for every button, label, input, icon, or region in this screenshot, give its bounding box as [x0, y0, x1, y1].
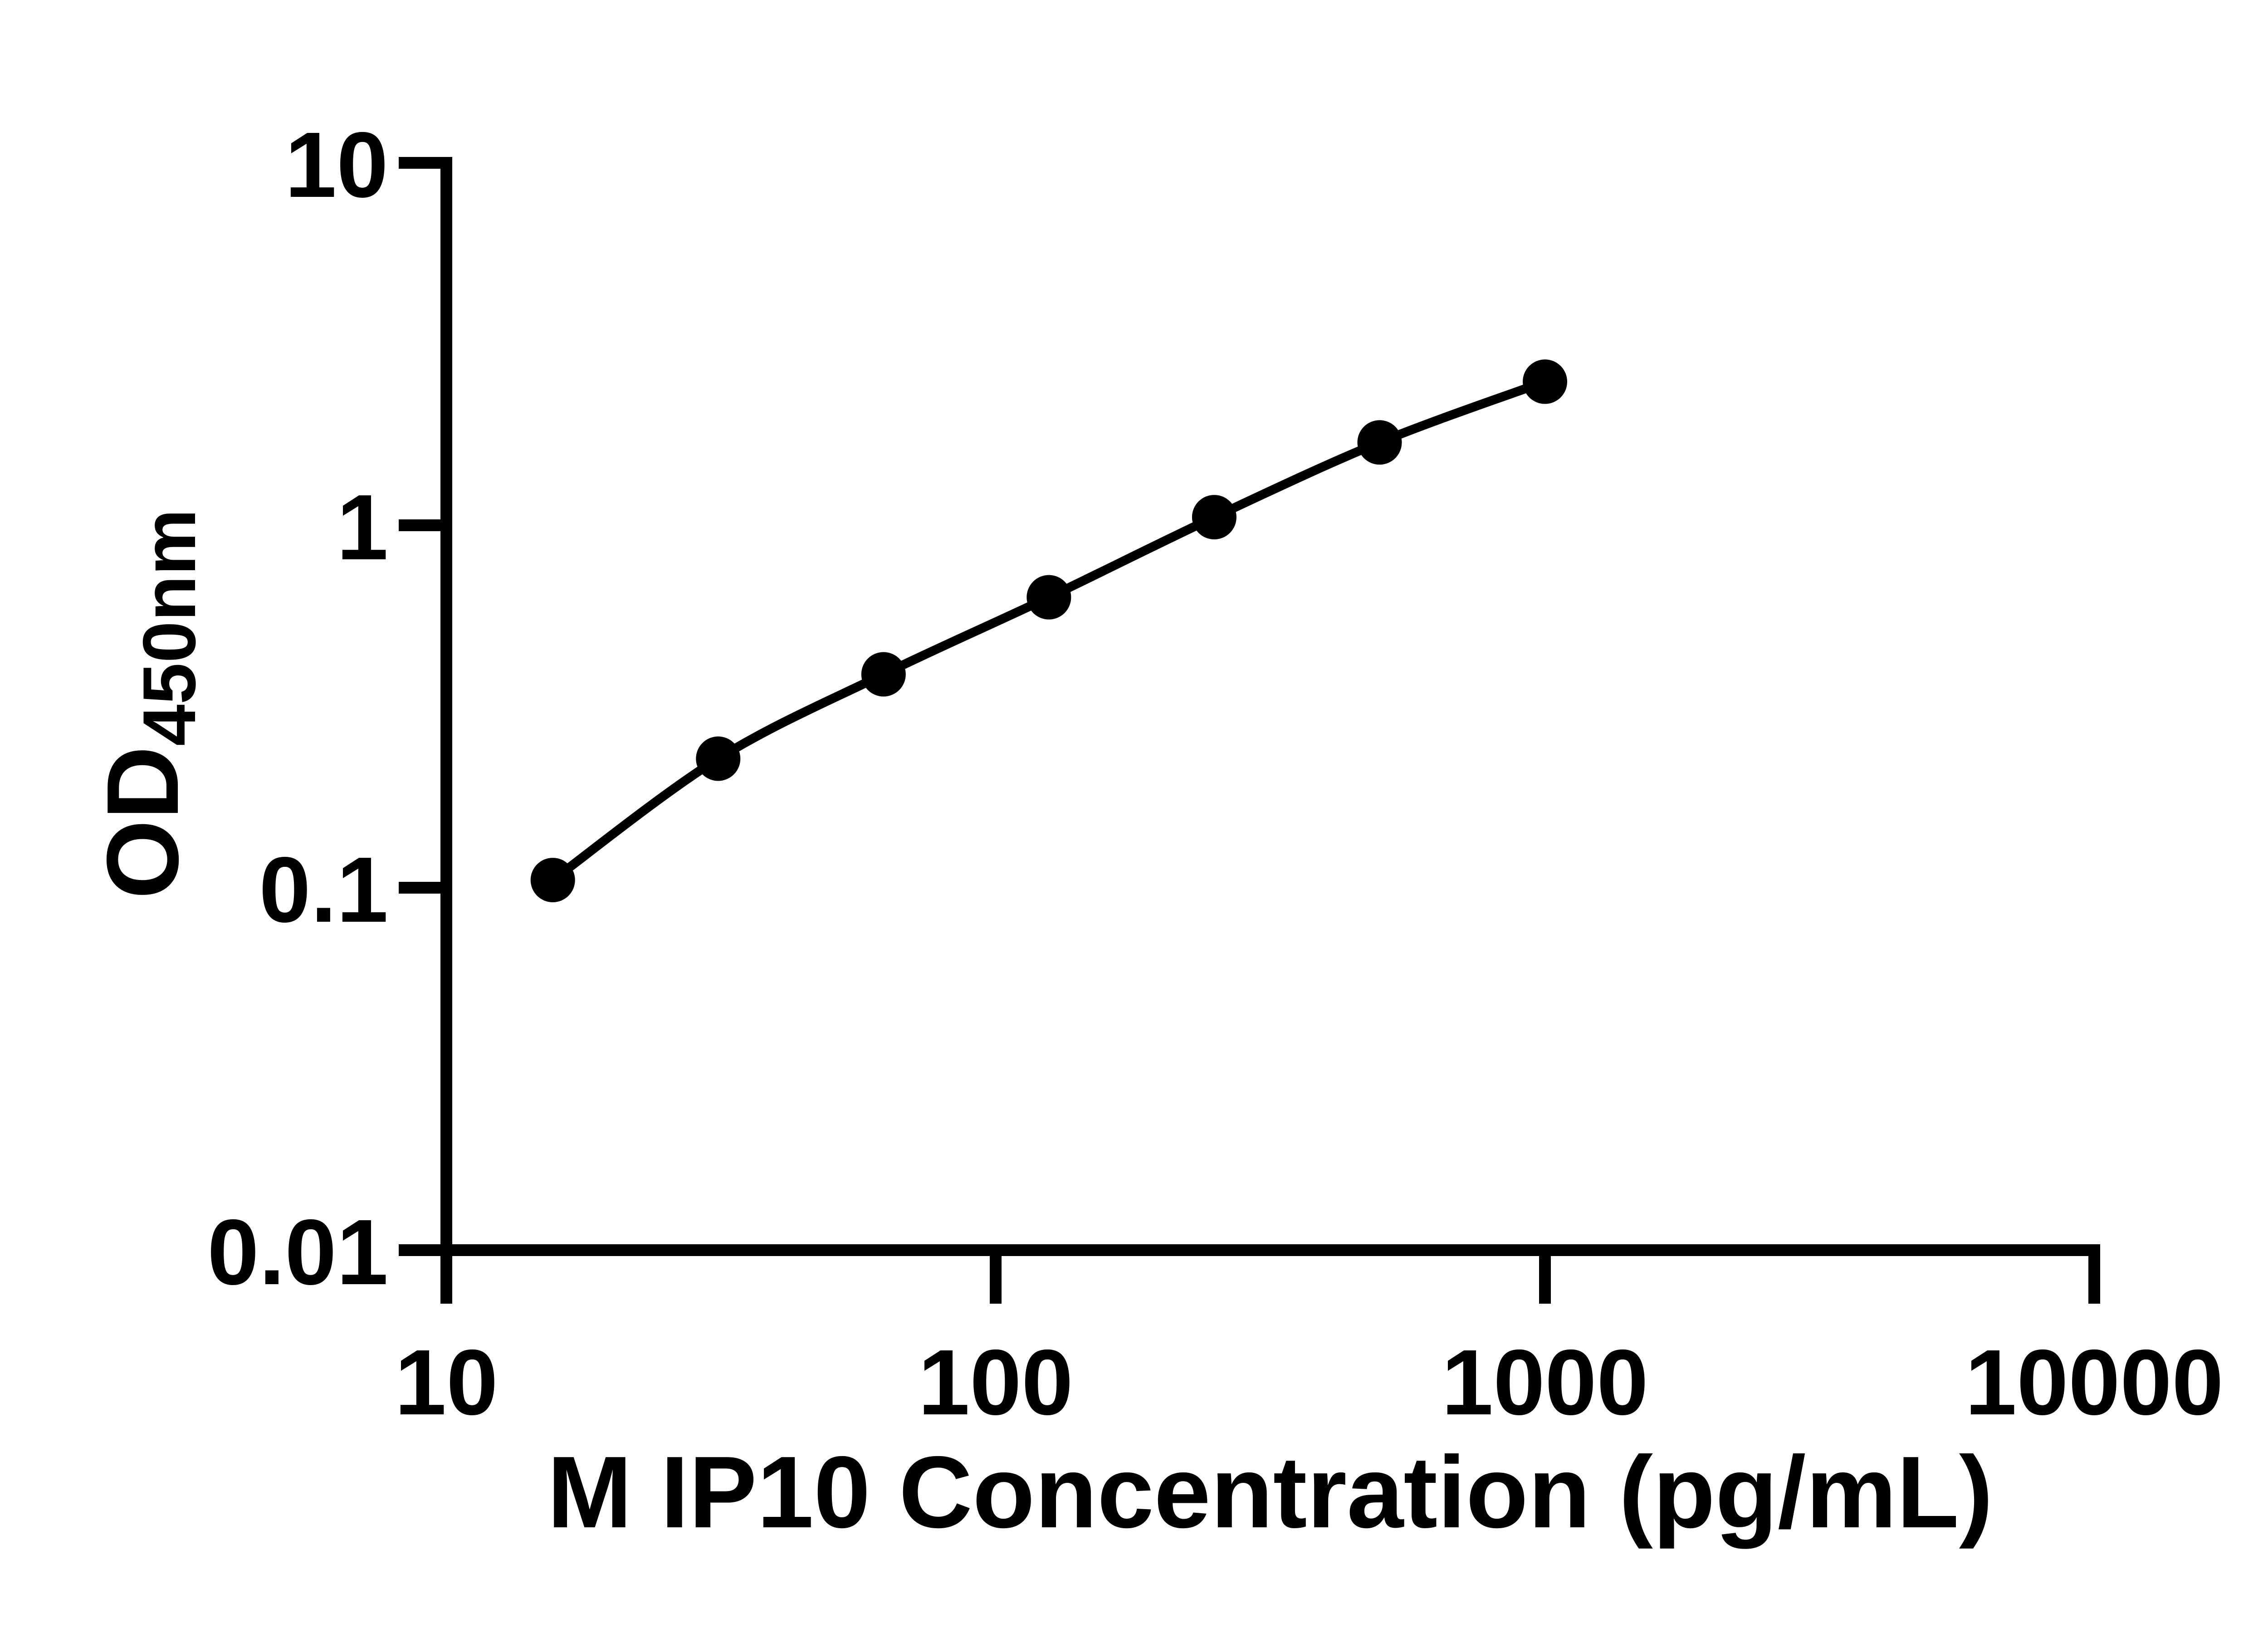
- x-axis-ticks: [440, 1250, 2100, 1304]
- y-tick: [399, 882, 446, 894]
- y-axis-title: OD450nm: [85, 509, 211, 899]
- y-tick: [399, 157, 446, 169]
- y-axis-line: [440, 157, 452, 1256]
- y-axis-tick-labels: 10 1 0.1 0.01: [207, 113, 388, 1304]
- x-tick-label: 1000: [1442, 1330, 1648, 1434]
- y-tick-label: 0.01: [207, 1200, 388, 1304]
- data-point: [1523, 359, 1567, 404]
- y-tick: [399, 519, 446, 531]
- data-point: [1026, 575, 1071, 620]
- y-tick-label: 10: [285, 113, 388, 217]
- x-tick: [2088, 1250, 2100, 1304]
- x-tick: [990, 1250, 1002, 1304]
- data-point: [1192, 495, 1237, 540]
- x-tick: [440, 1250, 452, 1304]
- y-axis-title-subscript: 450nm: [127, 509, 211, 746]
- data-point: [530, 858, 575, 903]
- y-tick-label: 1: [337, 475, 388, 579]
- x-axis-line: [399, 1244, 2100, 1256]
- series-standard-curve: [530, 359, 1567, 903]
- x-tick-label: 10000: [1965, 1330, 2224, 1434]
- x-tick: [1539, 1250, 1551, 1304]
- x-axis-tick-labels: 10 100 1000 10000: [395, 1330, 2224, 1434]
- x-axis-title-text: M IP10 Concentration (pg/mL): [547, 1435, 1993, 1549]
- data-point: [696, 736, 741, 781]
- data-point: [1357, 420, 1402, 465]
- x-tick-label: 10: [395, 1330, 498, 1434]
- y-axis-ticks: [399, 157, 446, 1256]
- y-tick: [399, 1244, 446, 1256]
- x-tick-label: 100: [918, 1330, 1073, 1434]
- y-tick-label: 0.1: [259, 838, 388, 942]
- x-axis-title: M IP10 Concentration (pg/mL): [547, 1435, 1993, 1549]
- axes: [399, 157, 2100, 1256]
- data-point: [861, 652, 906, 697]
- y-axis-title-main: OD: [85, 746, 200, 900]
- data-points: [530, 359, 1567, 903]
